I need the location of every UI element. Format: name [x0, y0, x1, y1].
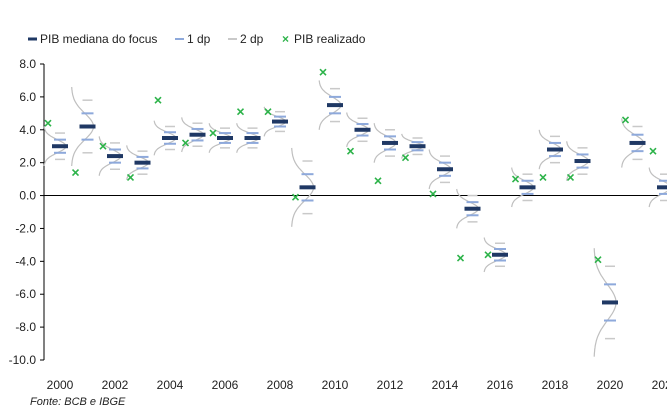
actual-point [594, 256, 602, 264]
legend-label-median: PIB mediana do focus [40, 32, 157, 46]
y-tick-label: 4.0 [19, 123, 36, 137]
actual-point [456, 254, 465, 262]
x-tick-label: 2002 [102, 378, 129, 392]
legend-label-1dp: 1 dp [187, 32, 211, 46]
actual-point [291, 193, 300, 201]
actual-point [511, 175, 520, 183]
legend: PIB mediana do focus 1 dp 2 dp × PIB rea… [28, 32, 366, 46]
actual-point [429, 190, 437, 198]
axes: -10.0 -8.0 -6.0 -4.0 -2.0 0.0 2.0 4.0 6.0 8.0 2000… [9, 57, 667, 392]
actual-point [181, 139, 190, 147]
actual-point [566, 173, 575, 182]
y-tick-label: 2.0 [19, 156, 36, 170]
density-curves [43, 80, 667, 357]
actual-point [621, 116, 630, 124]
x-tick-label: 2016 [487, 378, 514, 392]
actual-point [319, 68, 327, 76]
x-tick-label: 2020 [597, 378, 624, 392]
legend-label-2dp: 2 dp [240, 32, 264, 46]
actual-point [401, 154, 410, 162]
y-tick-label: 6.0 [19, 90, 36, 104]
source-note: Fonte: BCB e IBGE [30, 396, 126, 408]
x-tick-label: 2012 [377, 378, 404, 392]
actual-point [346, 147, 355, 155]
x-tick-label: 2010 [322, 378, 349, 392]
x-tick-label: 2006 [212, 378, 239, 392]
y-tick-label: -6.0 [15, 287, 36, 301]
actual-point [44, 119, 52, 127]
actual-point [154, 96, 162, 104]
actual-point [539, 173, 547, 182]
x-tick-label: 2008 [267, 378, 294, 392]
x-tick-label: 2014 [432, 378, 459, 392]
actual-point [126, 173, 135, 182]
y-tick-label: 8.0 [19, 57, 36, 71]
x-tick-label: 2022 [652, 378, 667, 392]
actual-point [99, 142, 107, 150]
y-tick-label: -8.0 [15, 320, 36, 334]
actual-point [236, 108, 245, 116]
actual-point [649, 147, 657, 155]
legend-label-actual: PIB realizado [294, 32, 366, 46]
chart-marks [44, 68, 667, 340]
y-tick-label: -4.0 [15, 254, 36, 268]
x-tick-label: 2004 [157, 378, 184, 392]
actual-point [264, 108, 272, 116]
actual-point [71, 168, 80, 177]
legend-swatch-actual: × [282, 32, 289, 46]
actual-point [484, 251, 492, 259]
density-curve [648, 167, 667, 208]
actual-point [209, 129, 217, 137]
actual-point [374, 177, 382, 185]
x-tick-label: 2018 [542, 378, 569, 392]
y-tick-label: -2.0 [15, 221, 36, 235]
y-tick-label: 0.0 [19, 189, 36, 203]
x-tick-label: 2000 [47, 378, 74, 392]
y-tick-label: -10.0 [9, 353, 37, 367]
